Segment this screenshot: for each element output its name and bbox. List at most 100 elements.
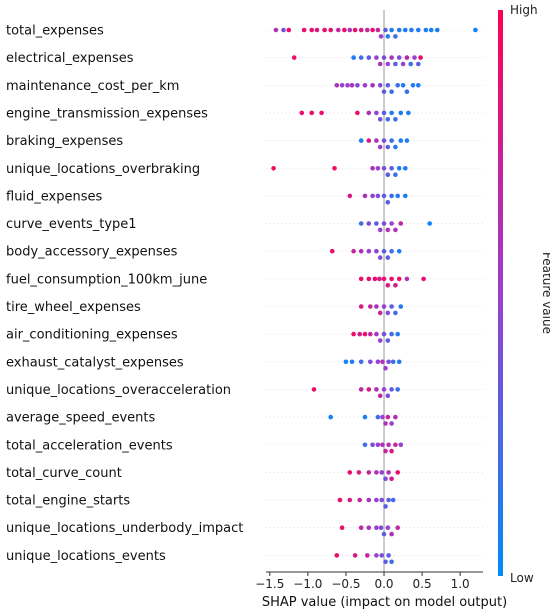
shap-point <box>365 553 370 558</box>
shap-point <box>370 193 375 199</box>
shap-point <box>352 553 358 558</box>
shap-point <box>362 414 368 420</box>
shap-point <box>385 83 391 88</box>
shap-point <box>358 387 364 392</box>
shap-point <box>377 227 383 233</box>
shap-point <box>406 110 411 116</box>
shap-point <box>375 359 381 365</box>
shap-point <box>383 504 388 509</box>
shap-point <box>389 221 394 226</box>
shap-point <box>374 221 379 226</box>
shap-point <box>428 27 434 33</box>
shap-point <box>381 193 387 199</box>
shap-point <box>393 34 398 39</box>
shap-point <box>358 221 364 226</box>
shap-point <box>355 83 360 88</box>
shap-point <box>366 276 372 282</box>
x-tick-label: 1.0 <box>451 577 470 591</box>
shap-point <box>395 470 401 475</box>
shap-point <box>377 144 383 150</box>
shap-point <box>389 55 394 60</box>
shap-point <box>339 525 345 530</box>
shap-point <box>395 525 401 530</box>
shap-point <box>273 27 279 33</box>
shap-point <box>383 27 388 33</box>
feature-label: total_curve_count <box>6 466 122 481</box>
shap-point <box>389 276 394 282</box>
shap-point <box>381 89 387 94</box>
shap-point <box>398 138 404 143</box>
shap-point <box>322 27 327 33</box>
shap-point <box>386 359 391 365</box>
shap-point <box>366 525 372 530</box>
shap-point <box>291 55 297 60</box>
shap-point <box>374 248 379 254</box>
shap-point <box>416 83 421 88</box>
shap-point <box>381 331 387 337</box>
shap-point <box>389 448 394 454</box>
shap-point <box>398 304 404 309</box>
shap-point <box>395 193 401 199</box>
shap-point <box>309 27 315 33</box>
shap-point <box>347 193 353 199</box>
shap-point <box>366 221 372 226</box>
x-axis-title: SHAP value (impact on model output) <box>262 595 507 610</box>
feature-label: total_expenses <box>6 24 104 39</box>
shap-point <box>427 221 433 226</box>
shap-point <box>339 83 345 88</box>
shap-point <box>385 414 391 420</box>
shap-point <box>381 110 387 116</box>
shap-point <box>377 276 382 282</box>
feature-label: total_engine_starts <box>6 494 130 509</box>
shap-point <box>380 442 385 448</box>
feature-label: fuel_consumption_100km_june <box>6 272 207 287</box>
shap-point <box>362 442 368 448</box>
feature-label: maintenance_cost_per_km <box>6 79 179 94</box>
shap-point <box>358 304 364 309</box>
shap-point <box>404 276 410 282</box>
shap-point <box>396 55 402 60</box>
shap-point <box>383 476 388 482</box>
shap-point <box>379 497 385 503</box>
shap-point <box>357 331 363 337</box>
shap-point <box>358 525 364 530</box>
shap-point <box>365 27 370 33</box>
shap-point <box>358 27 364 33</box>
shap-point <box>381 248 387 254</box>
shap-point <box>393 442 398 448</box>
feature-row-gridlines <box>266 29 483 556</box>
shap-point <box>400 83 406 88</box>
shap-point <box>372 276 378 282</box>
shap-point <box>301 27 307 33</box>
shap-point <box>390 497 396 503</box>
shap-point <box>271 166 276 171</box>
shap-point <box>403 193 408 199</box>
colorbar: High Low Feature value <box>498 3 550 585</box>
x-tick-label: −1.0 <box>293 577 322 591</box>
shap-point <box>374 110 379 116</box>
shap-point <box>389 387 394 392</box>
shap-point <box>389 27 394 33</box>
shap-point <box>311 387 317 392</box>
shap-point <box>395 83 401 88</box>
shap-point <box>356 470 362 475</box>
shap-point <box>386 553 391 558</box>
shap-point <box>381 304 387 309</box>
shap-point <box>332 166 337 171</box>
feature-label: tire_wheel_expenses <box>6 300 141 315</box>
shap-point <box>404 138 410 143</box>
shap-point <box>377 393 383 399</box>
shap-point <box>377 338 383 343</box>
shap-point <box>389 304 394 309</box>
shap-point <box>314 27 320 33</box>
shap-point <box>400 61 406 67</box>
shap-point <box>393 144 398 150</box>
shap-point <box>386 442 391 448</box>
shap-point <box>319 110 324 116</box>
shap-point <box>374 470 379 475</box>
shap-point <box>375 442 381 448</box>
shap-point <box>385 200 391 205</box>
shap-point <box>381 531 387 537</box>
shap-point <box>377 61 383 67</box>
